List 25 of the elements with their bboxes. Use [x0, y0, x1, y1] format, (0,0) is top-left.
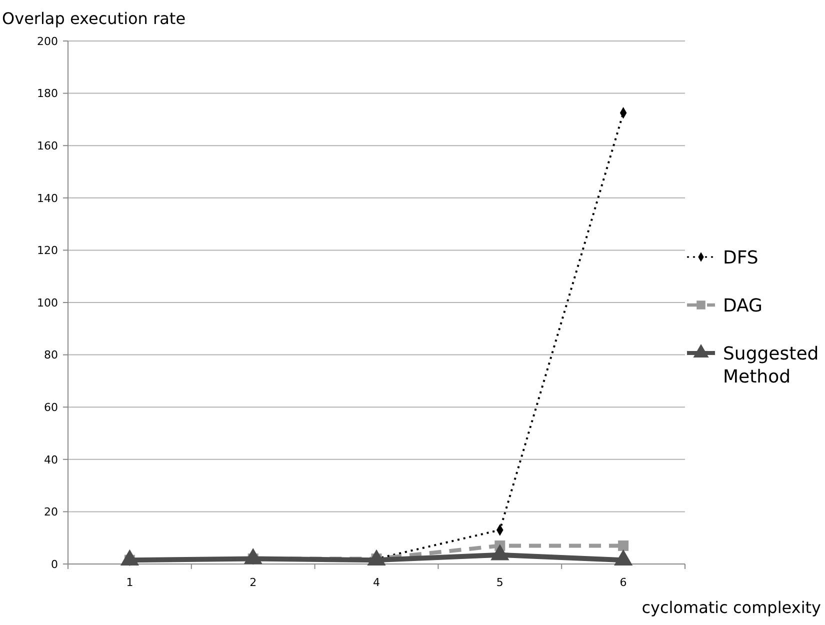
legend-label: DAG: [723, 295, 762, 316]
y-tick-label: 100: [37, 296, 58, 310]
y-tick-label: 80: [44, 348, 58, 362]
y-tick-label: 160: [37, 139, 58, 152]
y-tick-label: 40: [44, 453, 58, 466]
y-tick-label: 0: [51, 558, 58, 571]
y-tick-label: 200: [37, 34, 58, 48]
y-axis-title: Overlap execution rate: [2, 9, 186, 28]
point: [120, 549, 140, 566]
x-tick-label: 5: [496, 576, 504, 589]
point: [244, 548, 262, 564]
y-tick-label: 180: [37, 87, 58, 100]
point: [490, 544, 510, 560]
y-tick-label: 120: [37, 244, 58, 258]
y-tick-label: 20: [44, 506, 58, 519]
x-tick-label: 2: [250, 576, 257, 589]
x-tick-label: 4: [373, 576, 380, 589]
y-tick-label: 60: [44, 400, 58, 414]
x-axis-title: cyclomatic complexity: [642, 598, 821, 617]
legend-label: DFS: [723, 247, 758, 268]
y-tick-label: 140: [37, 192, 58, 205]
x-tick-label: 6: [620, 576, 627, 589]
point: [614, 549, 633, 566]
x-tick-label: 1: [126, 576, 134, 589]
legend-label: Suggested Method: [723, 343, 819, 388]
